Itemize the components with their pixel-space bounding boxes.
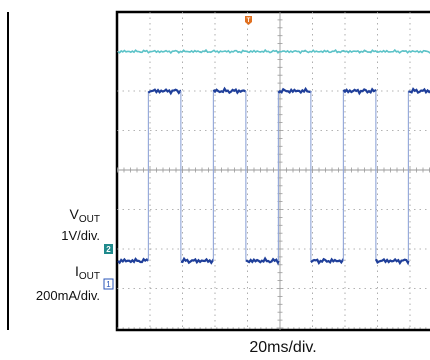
vout-label-name: V bbox=[70, 206, 80, 222]
iout-high-segment bbox=[408, 87, 430, 95]
vout-scale-label: 1V/div. bbox=[61, 228, 100, 243]
iout-high-segment bbox=[342, 87, 377, 96]
iout-low-segment bbox=[117, 257, 150, 265]
channel-1-marker-label: 1 bbox=[106, 280, 111, 289]
iout-high-segment bbox=[147, 88, 182, 96]
trigger-marker: T bbox=[245, 16, 252, 25]
iout-trace bbox=[117, 86, 430, 266]
iout-high-segment bbox=[277, 86, 312, 95]
scope-traces bbox=[117, 48, 430, 266]
channel-2-marker: 2 bbox=[104, 244, 113, 254]
iout-high-segment bbox=[212, 86, 247, 95]
channel-2-marker-label: 2 bbox=[106, 245, 111, 254]
channel-1-marker: 1 bbox=[103, 278, 114, 290]
iout-scale-label: 200mA/div. bbox=[36, 288, 100, 303]
iout-low-segment bbox=[180, 256, 215, 265]
vout-label: VOUT bbox=[70, 206, 100, 225]
iout-low-segment bbox=[310, 257, 345, 266]
iout-low-segment bbox=[245, 256, 280, 266]
trigger-marker-label: T bbox=[247, 18, 251, 24]
iout-label-name: I bbox=[75, 263, 79, 279]
iout-label-sub: OUT bbox=[79, 271, 100, 282]
iout-label: IOUT bbox=[75, 263, 100, 282]
vout-label-sub: OUT bbox=[79, 214, 100, 225]
time-scale-label: 20ms/div. bbox=[249, 339, 316, 356]
iout-low-segment bbox=[374, 257, 410, 266]
vout-trace bbox=[117, 48, 430, 55]
